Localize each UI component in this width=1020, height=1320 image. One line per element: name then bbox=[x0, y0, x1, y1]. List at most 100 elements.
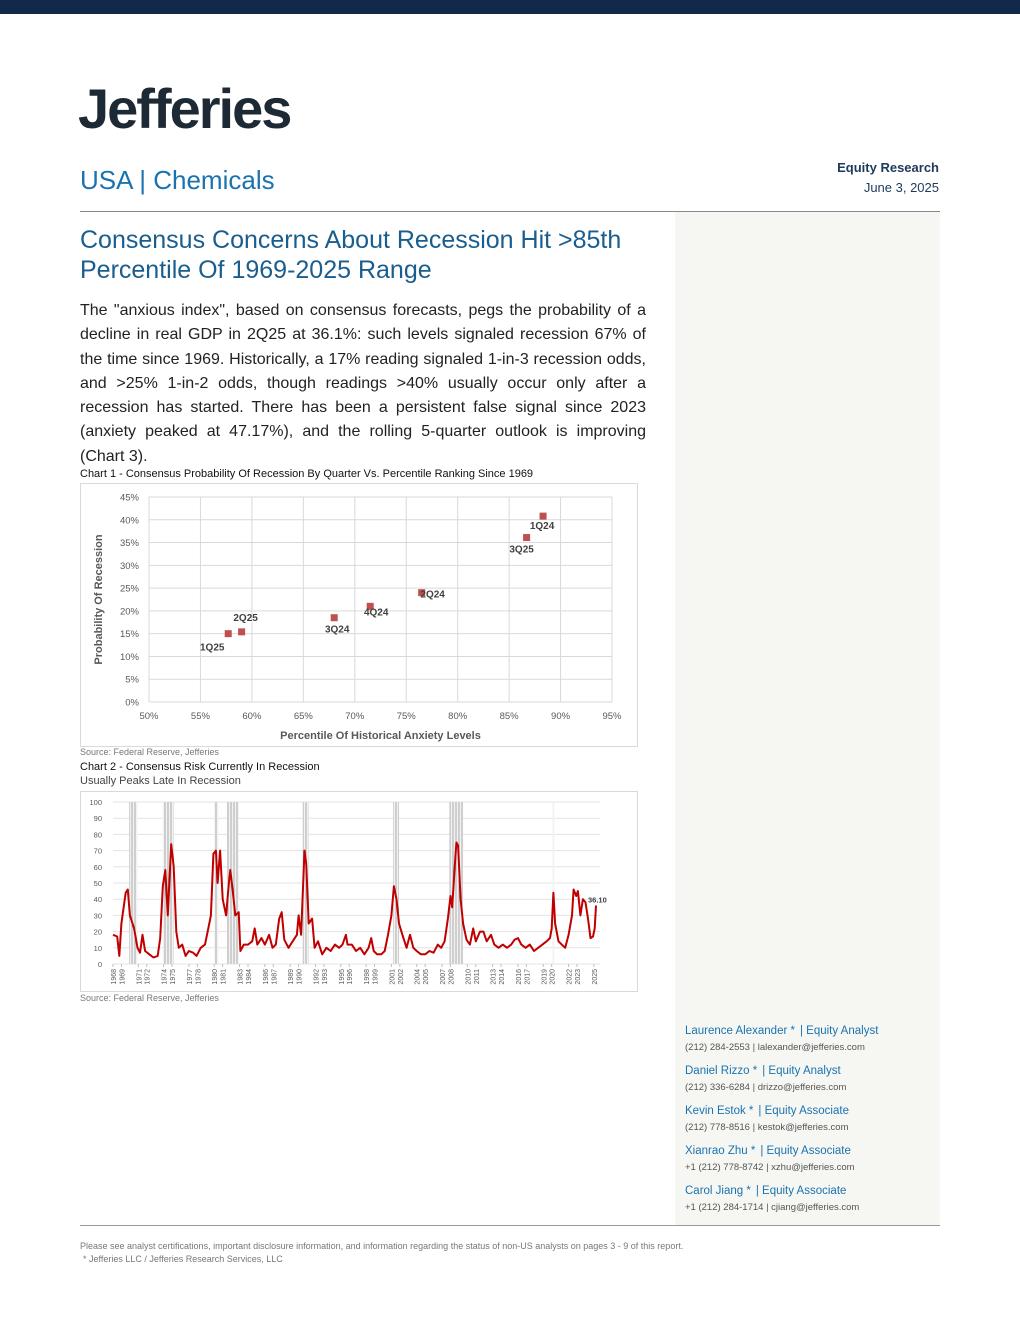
analyst-heading: Daniel Rizzo * | Equity Analyst bbox=[685, 1065, 935, 1077]
x-tick-label: 1995 bbox=[339, 969, 346, 985]
x-tick-label: 65% bbox=[294, 711, 314, 722]
analyst-contact: (212) 778-8516 | kestok@jefferies.com bbox=[685, 1122, 849, 1133]
x-tick-label: 1972 bbox=[145, 969, 152, 985]
x-tick-label: 2023 bbox=[575, 969, 582, 985]
x-tick-label: 2001 bbox=[389, 969, 396, 985]
y-tick-label: 0% bbox=[125, 698, 139, 709]
x-axis-title: Percentile Of Historical Anxiety Levels bbox=[280, 730, 481, 742]
x-tick-label: 85% bbox=[500, 711, 520, 722]
chart: 0% 5% 10% 15% 20% 25% 30% 35% 40% 45% 50% 55% 60% 65%… bbox=[80, 483, 638, 747]
x-tick-label: 2005 bbox=[423, 969, 430, 985]
analyst: Kevin Estok * | Equity Associate (212) 778… bbox=[685, 1105, 935, 1133]
x-tick-label: 2010 bbox=[465, 969, 472, 985]
analyst: Daniel Rizzo * | Equity Analyst (212) 336-… bbox=[685, 1065, 935, 1093]
x-tick-label: 2017 bbox=[524, 969, 531, 985]
x-tick-label: 2025 bbox=[592, 969, 599, 985]
y-tick-label: 15% bbox=[120, 629, 140, 640]
rule bbox=[80, 211, 940, 212]
chart-source: Source: Federal Reserve, Jefferies bbox=[80, 747, 219, 757]
analyst-name: Daniel Rizzo * bbox=[685, 1065, 758, 1077]
x-tick-label: 2020 bbox=[550, 969, 557, 985]
rule bbox=[80, 1225, 940, 1226]
recession-band bbox=[393, 802, 400, 964]
y-tick-label: 100 bbox=[89, 798, 102, 807]
analyst-name: Kevin Estok * bbox=[685, 1105, 754, 1117]
footnote: * Jefferies LLC / Jefferies Research Ser… bbox=[83, 1254, 283, 1264]
y-tick-label: 90 bbox=[94, 814, 102, 823]
x-tick-label: 70% bbox=[345, 711, 365, 722]
x-tick-label: 60% bbox=[242, 711, 262, 722]
analyst-name: Carol Jiang * bbox=[685, 1185, 751, 1197]
point-label: 4Q24 bbox=[364, 607, 389, 618]
department: Equity Research bbox=[837, 160, 939, 175]
x-tick-label: 2004 bbox=[415, 969, 422, 985]
analyst: Xianrao Zhu * | Equity Associate +1 (212) … bbox=[685, 1145, 935, 1173]
y-tick-label: 10% bbox=[120, 652, 140, 663]
x-tick-label: 55% bbox=[191, 711, 211, 722]
recession-band bbox=[162, 802, 174, 964]
brand: Jefferies bbox=[78, 77, 292, 140]
y-tick-label: 70 bbox=[94, 847, 102, 856]
x-tick-label: 75% bbox=[397, 711, 417, 722]
y-tick-label: 20% bbox=[120, 606, 140, 617]
point-label: 2Q25 bbox=[233, 613, 258, 624]
x-tick-label: 2011 bbox=[474, 969, 481, 984]
analyst-role: | Equity Associate bbox=[760, 1145, 851, 1157]
x-tick-label: 1987 bbox=[271, 969, 278, 985]
x-tick-label: 1974 bbox=[162, 969, 169, 985]
y-tick-label: 50 bbox=[94, 879, 102, 888]
analyst-name: Xianrao Zhu * bbox=[685, 1145, 756, 1157]
point-label: 3Q25 bbox=[509, 545, 534, 556]
x-tick-label: 1986 bbox=[263, 969, 270, 985]
x-tick-label: 2019 bbox=[541, 969, 548, 985]
x-tick-label: 1980 bbox=[212, 969, 219, 985]
x-tick-label: 1984 bbox=[246, 969, 253, 985]
date: June 3, 2025 bbox=[863, 180, 939, 195]
x-tick-label: 1989 bbox=[288, 969, 295, 985]
y-tick-label: 60 bbox=[94, 863, 102, 872]
y-tick-label: 5% bbox=[125, 675, 139, 686]
x-tick-label: 2016 bbox=[516, 969, 523, 985]
analyst-role: | Equity Associate bbox=[758, 1105, 849, 1117]
analyst-contact: (212) 336-6284 | drizzo@jefferies.com bbox=[685, 1082, 847, 1093]
y-tick-label: 25% bbox=[120, 584, 140, 595]
y-tick-label: 0 bbox=[98, 960, 102, 969]
y-tick-label: 80 bbox=[94, 830, 102, 839]
analyst-heading: Kevin Estok * | Equity Associate bbox=[685, 1105, 935, 1117]
analyst-contact: +1 (212) 284-1714 | cjiang@jefferies.com bbox=[685, 1202, 860, 1213]
analyst-role: | Equity Associate bbox=[755, 1185, 847, 1197]
analyst-contact: (212) 284-2553 | lalexander@jefferies.co… bbox=[685, 1042, 865, 1053]
point bbox=[539, 512, 547, 520]
headline: Consensus Concerns About Recession Hit >… bbox=[80, 226, 622, 284]
analyst-role: | Equity Analyst bbox=[762, 1065, 841, 1077]
x-tick-label: 1981 bbox=[221, 969, 228, 985]
point bbox=[238, 628, 246, 636]
x-tick-label: 50% bbox=[139, 711, 159, 722]
analyst: Carol Jiang * | Equity Associate +1 (212) … bbox=[685, 1185, 935, 1213]
analyst-name: Laurence Alexander * bbox=[685, 1025, 795, 1037]
y-tick-label: 20 bbox=[94, 928, 102, 937]
recession-band bbox=[302, 802, 309, 964]
analyst-heading: Laurence Alexander * | Equity Analyst bbox=[685, 1025, 935, 1037]
analyst-heading: Carol Jiang * | Equity Associate bbox=[685, 1185, 935, 1197]
x-tick-label: 1975 bbox=[170, 969, 177, 985]
y-axis-title: Probability Of Recession bbox=[93, 534, 105, 664]
point-label: 1Q24 bbox=[530, 521, 555, 532]
x-tick-label: 1969 bbox=[119, 969, 126, 985]
x-tick-label: 1968 bbox=[111, 969, 118, 985]
y-tick-label: 35% bbox=[120, 538, 140, 549]
x-tick-label: 1990 bbox=[297, 969, 304, 985]
x-tick-label: 1971 bbox=[136, 969, 143, 985]
y-tick-label: 30 bbox=[94, 911, 102, 920]
y-tick-label: 10 bbox=[94, 944, 102, 953]
point bbox=[224, 630, 232, 638]
x-tick-label: 1993 bbox=[322, 969, 329, 985]
point bbox=[330, 614, 338, 622]
x-tick-label: 2007 bbox=[440, 969, 447, 985]
x-tick-label: 90% bbox=[551, 711, 571, 722]
recession-band bbox=[129, 802, 138, 964]
chart-subtitle: Usually Peaks Late In Recession bbox=[80, 775, 241, 787]
point-label: 3Q24 bbox=[325, 625, 350, 636]
y-tick-label: 40 bbox=[94, 895, 102, 904]
x-tick-label: 1998 bbox=[364, 969, 371, 985]
